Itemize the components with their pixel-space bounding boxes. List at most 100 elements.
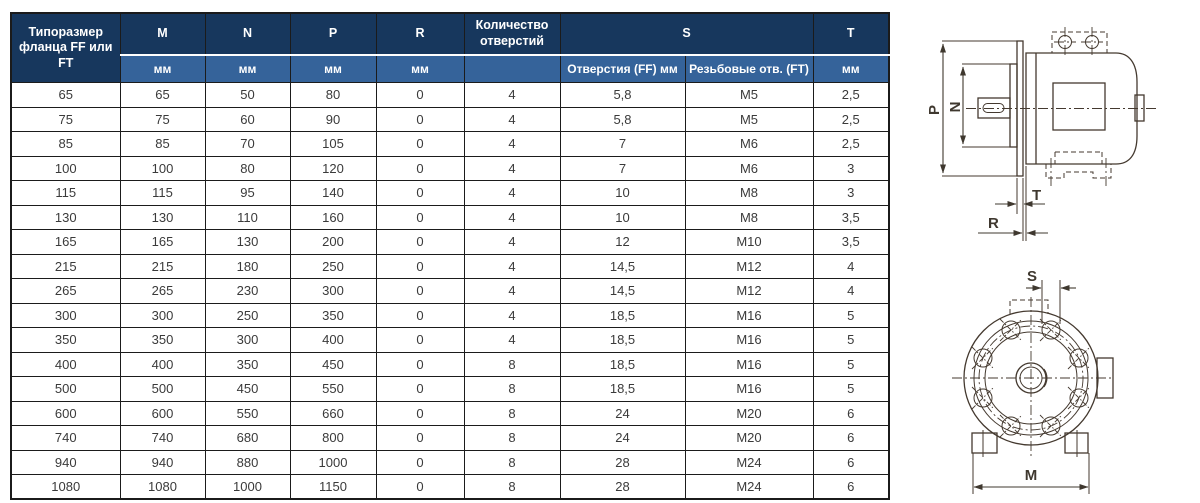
table-cell: 0 xyxy=(375,278,465,304)
subheader-n-units: мм xyxy=(204,54,291,83)
column-header-flange-size: Типоразмер фланца FF или FT xyxy=(10,12,121,83)
table-cell: 12 xyxy=(559,229,686,255)
table-cell: M16 xyxy=(684,327,814,353)
table-cell: 300 xyxy=(204,327,291,353)
table-cell: M20 xyxy=(684,425,814,451)
table-cell: 65 xyxy=(10,82,121,108)
table-cell: 5,8 xyxy=(559,82,686,108)
table-cell: 740 xyxy=(10,425,121,451)
table-cell: 7 xyxy=(559,155,686,181)
table-header: Типоразмер фланца FF или FT M N P R Коли… xyxy=(10,12,890,83)
table-row: 265 265 230 300 0 4 14,5 M12 4 xyxy=(10,278,890,304)
table-cell: 3,5 xyxy=(812,204,890,230)
table-cell: 300 xyxy=(10,302,121,328)
table-cell: 80 xyxy=(204,155,291,181)
table-cell: 2,5 xyxy=(812,131,890,157)
table-cell: 1000 xyxy=(289,449,377,475)
table-cell: 24 xyxy=(559,400,686,426)
table-cell: M5 xyxy=(684,82,814,108)
table-cell: M12 xyxy=(684,278,814,304)
table-row: 75 75 60 90 0 4 5,8 M5 2,5 xyxy=(10,106,890,132)
table-cell: 800 xyxy=(289,425,377,451)
table-cell: 0 xyxy=(375,327,465,353)
table-row: 85 85 70 105 0 4 7 M6 2,5 xyxy=(10,131,890,157)
table-row: 1080 1080 1000 1150 0 8 28 M24 6 xyxy=(10,474,890,500)
table-cell: 90 xyxy=(289,106,377,132)
table-cell: 80 xyxy=(289,82,377,108)
subheader-qty-blank xyxy=(463,54,561,83)
table-cell: 0 xyxy=(375,449,465,475)
motor-body-outline xyxy=(1025,52,1138,165)
table-cell: M6 xyxy=(684,155,814,181)
table-cell: 6 xyxy=(812,449,890,475)
table-cell: 880 xyxy=(204,449,291,475)
table-cell: 350 xyxy=(289,302,377,328)
table-cell: 0 xyxy=(375,302,465,328)
table-cell: 5 xyxy=(812,351,890,377)
table-cell: 300 xyxy=(289,278,377,304)
table-cell: 4 xyxy=(463,204,561,230)
table-cell: 4 xyxy=(463,327,561,353)
table-cell: 115 xyxy=(10,180,121,206)
column-header-s: S xyxy=(559,12,814,56)
table-cell: 5,8 xyxy=(559,106,686,132)
table-cell: 6 xyxy=(812,474,890,500)
table-cell: 265 xyxy=(10,278,121,304)
table-cell: 5 xyxy=(812,302,890,328)
table-cell: 75 xyxy=(10,106,121,132)
table-cell: 4 xyxy=(463,131,561,157)
terminal-box-ghost xyxy=(1009,299,1049,314)
table-row: 500 500 450 550 0 8 18,5 M16 5 xyxy=(10,376,890,402)
table-cell: 4 xyxy=(812,253,890,279)
keyway-slot xyxy=(982,103,1005,113)
table-cell: 400 xyxy=(289,327,377,353)
table-cell: 230 xyxy=(204,278,291,304)
table-cell: M10 xyxy=(684,229,814,255)
table-cell: M6 xyxy=(684,131,814,157)
table-cell: M8 xyxy=(684,180,814,206)
table-cell: 400 xyxy=(119,351,206,377)
table-cell: M12 xyxy=(684,253,814,279)
table-cell: 4 xyxy=(463,229,561,255)
dimension-label-m: M xyxy=(1025,467,1038,484)
table-row: 65 65 50 80 0 4 5,8 M5 2,5 xyxy=(10,82,890,108)
column-header-n: N xyxy=(204,12,291,56)
table-cell: 0 xyxy=(375,131,465,157)
table-cell: 8 xyxy=(463,376,561,402)
table-cell: 165 xyxy=(10,229,121,255)
table-cell: 120 xyxy=(289,155,377,181)
side-box-outline xyxy=(1096,357,1114,399)
table-cell: 600 xyxy=(119,400,206,426)
motor-side-view-drawing: P N T R xyxy=(926,27,1156,241)
column-header-qty: Количество отверстий xyxy=(463,12,561,56)
table-cell: 0 xyxy=(375,106,465,132)
table-cell: M5 xyxy=(684,106,814,132)
table-cell: 500 xyxy=(119,376,206,402)
table-cell: 18,5 xyxy=(559,327,686,353)
table-row: 215 215 180 250 0 4 14,5 M12 4 xyxy=(10,253,890,279)
table-row: 400 400 350 450 0 8 18,5 M16 5 xyxy=(10,351,890,377)
table-cell: 740 xyxy=(119,425,206,451)
table-cell: M16 xyxy=(684,351,814,377)
subheader-holes-ff: Отверстия (FF) мм xyxy=(559,54,686,83)
table-cell: 500 xyxy=(10,376,121,402)
table-cell: 110 xyxy=(204,204,291,230)
table-row: 100 100 80 120 0 4 7 M6 3 xyxy=(10,155,890,181)
table-row: 300 300 250 350 0 4 18,5 M16 5 xyxy=(10,302,890,328)
subheader-p-units: мм xyxy=(289,54,377,83)
table-cell: 75 xyxy=(119,106,206,132)
flange-dimensions-table: Типоразмер фланца FF или FT M N P R Коли… xyxy=(10,12,890,500)
table-row: 130 130 110 160 0 4 10 M8 3,5 xyxy=(10,204,890,230)
table-cell: 8 xyxy=(463,449,561,475)
table-cell: 10 xyxy=(559,204,686,230)
table-cell: 5 xyxy=(812,376,890,402)
table-cell: 165 xyxy=(119,229,206,255)
table-cell: 18,5 xyxy=(559,351,686,377)
table-cell: M16 xyxy=(684,302,814,328)
table-cell: 6 xyxy=(812,400,890,426)
feet-ghost-bottom xyxy=(1045,164,1112,179)
table-row: 940 940 880 1000 0 8 28 M24 6 xyxy=(10,449,890,475)
table-cell: 0 xyxy=(375,204,465,230)
table-cell: 100 xyxy=(119,155,206,181)
table-cell: 350 xyxy=(119,327,206,353)
